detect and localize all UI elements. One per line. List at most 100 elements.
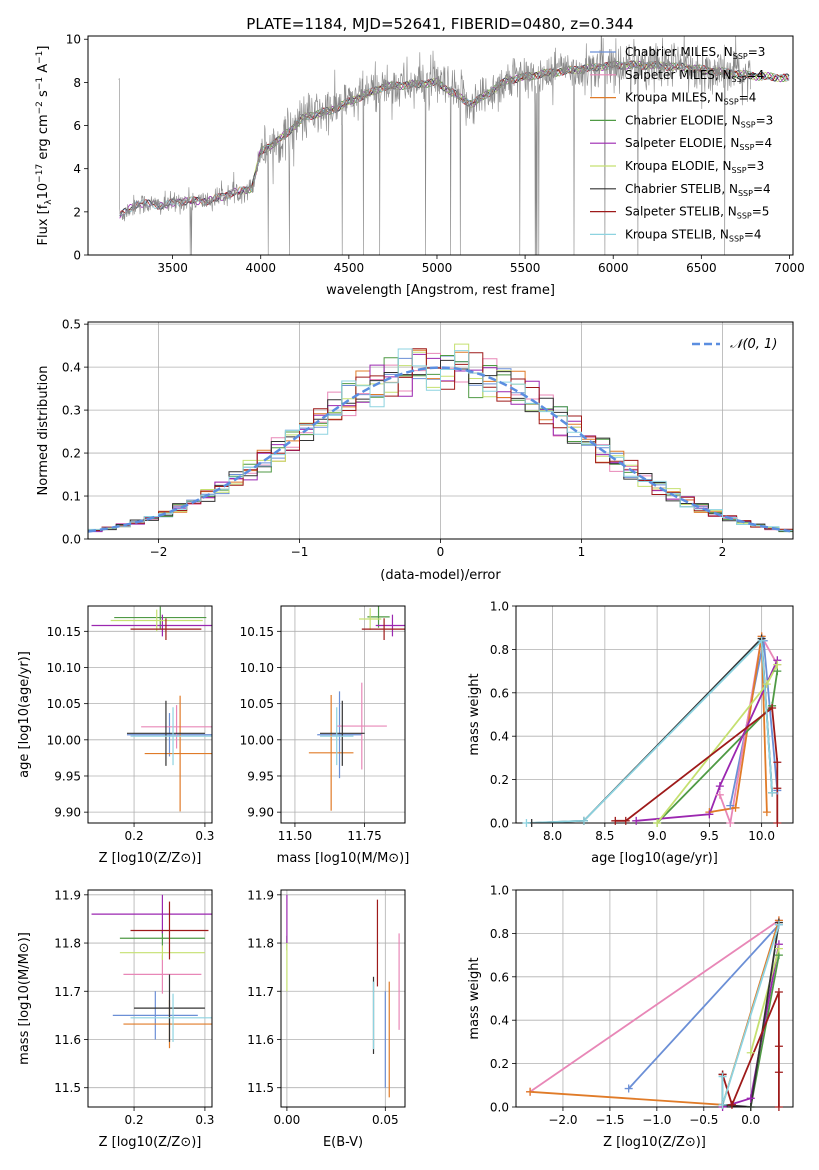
- legend-entry: 𝒩(0, 1): [730, 337, 777, 352]
- legend-sub: SSP: [738, 189, 753, 198]
- legend-count: =3: [748, 45, 766, 59]
- legend-name: Chabrier ELODIE, N: [625, 113, 741, 127]
- x-axis-label: Z [log10(Z/Z⊙)]: [99, 1135, 202, 1150]
- mass-weight-marker: [522, 819, 531, 827]
- y-tick-label: 11.7: [54, 985, 81, 999]
- residuals-plot-area: [88, 343, 793, 533]
- y-tick-label: 2: [73, 205, 81, 219]
- y-tick-label: 4: [73, 162, 81, 176]
- x-axis-label: mass [log10(M/M⊙)]: [277, 851, 410, 866]
- mass-weight-marker: [718, 1100, 727, 1109]
- legend-name: Salpeter ELODIE, N: [625, 136, 739, 150]
- y-tick-label: 0.4: [490, 1014, 509, 1028]
- mass-weight-marker: [774, 944, 783, 953]
- mass-weight-marker: [773, 784, 782, 793]
- x-tick-label: −1: [291, 545, 309, 559]
- x-tick-label: 10.0: [748, 829, 775, 843]
- x-tick-label: 0.2: [125, 829, 144, 843]
- y-axis-label: age [log10(age/yr)]: [17, 651, 32, 778]
- x-tick-label: 9.0: [648, 829, 667, 843]
- y-tick-label: 10.05: [240, 697, 274, 711]
- y-axis-label-part: −2: [35, 101, 45, 114]
- legend-sub: SSP: [724, 98, 739, 107]
- x-tick-label: −2: [150, 545, 168, 559]
- legend-count: =4: [747, 68, 765, 82]
- x-tick-label: 0: [437, 545, 445, 559]
- y-tick-label: 11.7: [247, 985, 274, 999]
- y-tick-label: 0.0: [490, 1101, 509, 1115]
- y-tick-label: 0.3: [62, 404, 81, 418]
- y-tick-label: 10.10: [240, 661, 274, 675]
- mass-weight-marker: [579, 816, 588, 825]
- y-tick-label: 11.5: [54, 1081, 81, 1095]
- mass-weight-marker: [624, 1084, 633, 1093]
- y-tick-label: 8: [73, 76, 81, 90]
- legend-count: =4: [753, 182, 771, 196]
- x-tick-label: 5000: [422, 261, 453, 275]
- legend-sub: SSP: [741, 120, 756, 129]
- mass-weight-marker: [774, 1103, 783, 1111]
- model-spectrum-line: [119, 60, 790, 214]
- histogram-step: [88, 359, 793, 532]
- y-axis-label-part: −17: [35, 164, 45, 183]
- y-tick-label: 9.95: [247, 769, 274, 783]
- x-tick-label: −1.5: [595, 1113, 624, 1127]
- legend-entry: Chabrier ELODIE, NSSP=3: [625, 113, 773, 129]
- y-tick-label: 0.5: [62, 318, 81, 332]
- axes-frame: [515, 605, 794, 824]
- y-tick-label: 1.0: [490, 600, 509, 614]
- y-tick-label: 9.90: [247, 806, 274, 820]
- x-tick-label: 1: [578, 545, 586, 559]
- mass-weight-marker: [726, 819, 735, 827]
- axes-frame: [280, 605, 406, 824]
- age-vs-Z-axes: 0.2 0.3 9.90 9.95 10.00 10.05 10.10 10.15: [47, 605, 214, 843]
- x-axis-label: Z [log10(Z/Z⊙)]: [99, 851, 202, 866]
- mass-weight-marker: [768, 788, 777, 797]
- mass-weight-marker: [774, 987, 783, 996]
- legend-sub: SSP: [739, 143, 754, 152]
- mass-weight-line: [526, 638, 773, 823]
- x-tick-label: 8.0: [543, 829, 562, 843]
- x-tick-label: 0.0: [741, 1113, 760, 1127]
- y-tick-label: 0.2: [490, 1057, 509, 1071]
- x-tick-label: 0.2: [125, 1113, 144, 1127]
- y-axis-label-part: erg cm: [36, 114, 51, 163]
- x-tick-label: 0.3: [195, 1113, 214, 1127]
- axes-frame: [87, 605, 213, 824]
- y-tick-label: 10.15: [47, 625, 81, 639]
- mass-vs-Z-plot-area: [91, 894, 212, 1049]
- mass-weight-marker: [653, 819, 662, 827]
- y-tick-label: 11.6: [54, 1033, 81, 1047]
- x-tick-label: 11.75: [347, 829, 381, 843]
- legend-name: Salpeter MILES, N: [625, 68, 732, 82]
- y-tick-label: 0.8: [490, 643, 509, 657]
- mass-weight-marker: [526, 1087, 535, 1096]
- legend-entry: Salpeter ELODIE, NSSP=4: [625, 136, 772, 152]
- mass-weight-marker: [611, 816, 620, 825]
- x-tick-label: −1.0: [642, 1113, 671, 1127]
- x-axis-label: E(B-V): [323, 1135, 363, 1150]
- legend-name: Kroupa MILES, N: [625, 91, 724, 105]
- legend-name: Chabrier MILES, N: [625, 45, 733, 59]
- x-tick-label: 7000: [774, 261, 805, 275]
- y-tick-label: 10.15: [240, 625, 274, 639]
- x-tick-label: 11.50: [278, 829, 312, 843]
- mass-weight-marker: [762, 808, 771, 817]
- legend-count: =4: [754, 136, 772, 150]
- mass-weight-line: [636, 659, 779, 822]
- y-tick-label: 11.9: [54, 888, 81, 902]
- x-tick-label: 2: [719, 545, 727, 559]
- x-tick-label: −2.0: [548, 1113, 577, 1127]
- mass-weight-marker: [632, 816, 641, 825]
- y-tick-label: 10.00: [240, 733, 274, 747]
- axes-frame: [87, 35, 794, 256]
- mass-weight-marker: [774, 1042, 783, 1051]
- gaussian-curve: [88, 366, 791, 533]
- x-tick-label: 0.05: [372, 1113, 399, 1127]
- legend-sub: SSP: [733, 52, 748, 61]
- y-axis-label-part: −1: [35, 77, 45, 90]
- y-tick-label: 0.0: [490, 817, 509, 831]
- model-spectrum-line: [119, 61, 790, 217]
- y-tick-label: 9.95: [54, 769, 81, 783]
